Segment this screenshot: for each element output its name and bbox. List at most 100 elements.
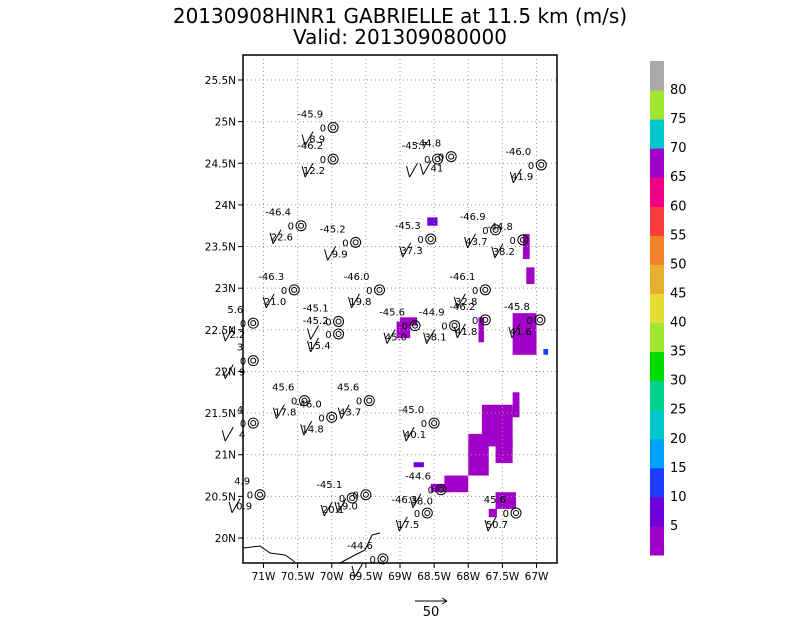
station-ring-outer (288, 284, 300, 296)
station-temp: 4 (237, 405, 243, 416)
station-temp: -45.7 (402, 141, 428, 152)
station-temp: -45.2 (303, 316, 329, 327)
x-tick-label: 67W (525, 571, 549, 583)
station-plot: 4.9 00.9 (228, 477, 266, 513)
colorbar-swatch (650, 61, 664, 91)
wind-barb (511, 323, 521, 339)
y-tick-label: 23N (215, 283, 236, 295)
station-temp: -45.0 (398, 405, 424, 416)
shaded-cell (430, 483, 452, 493)
wind-barb (426, 329, 436, 344)
station-ring-outer (428, 417, 440, 429)
station-zero: 0 (339, 494, 345, 505)
wind-barb (398, 516, 408, 532)
wind-barb (304, 131, 314, 146)
station-zero: 0 (527, 316, 533, 327)
station-zero: 0 (366, 286, 372, 297)
station-ring-inner (250, 357, 257, 364)
wind-barb-flag (307, 340, 312, 353)
station-ring-outer (425, 233, 437, 245)
colorbar-label: 10 (670, 490, 687, 505)
wind-barb (310, 337, 319, 353)
shaded-cell (478, 317, 484, 343)
station-temp: -46.3 (258, 272, 284, 283)
station-plot: -44.9 038.1 (419, 308, 461, 344)
station-ring-outer (247, 317, 259, 329)
colorbar-label: 65 (670, 170, 687, 185)
colorbar-label: 60 (670, 199, 687, 214)
station-ring-inner (427, 236, 434, 243)
wind-barb-flag (453, 326, 458, 338)
station-plot: -46.0 019.8 (344, 272, 386, 309)
wind-barb-flag (419, 163, 424, 175)
station-plot: 45.6 043.7 (337, 383, 375, 419)
wind-barb (354, 562, 364, 578)
station-ring-inner (448, 153, 455, 160)
station-value: 2.2 (229, 330, 245, 341)
wind-barb (224, 326, 234, 342)
wind-barb-flag (423, 332, 428, 344)
station-temp: -45.1 (303, 303, 329, 314)
station-zero: 0 (352, 491, 358, 502)
station-temp: -46.2 (449, 302, 475, 313)
station-value: 41.6 (510, 327, 532, 338)
station-plot: -45.3 037.3 (395, 221, 437, 258)
station-ring-inner (301, 397, 308, 404)
station-ring-inner (362, 491, 369, 498)
station-ring-inner (379, 555, 386, 562)
wind-barb (422, 160, 432, 175)
x-tick-label: 70W (320, 571, 344, 583)
station-ring-outer (479, 284, 491, 296)
y-tick-label: 24.5N (205, 158, 236, 170)
station-zero: 0 (472, 316, 478, 327)
wind-barb (402, 242, 412, 258)
wind-barb (265, 293, 275, 309)
station-zero: 0 (320, 123, 326, 134)
station-zero: 0 (438, 153, 444, 164)
x-tick-label: 69.5W (349, 571, 383, 583)
station-value: 4 (239, 430, 245, 441)
station-value: 9 (239, 368, 245, 379)
station-zero: 0 (370, 555, 376, 566)
wind-barb-flag (307, 328, 312, 340)
colorbar-swatch (650, 206, 664, 236)
shaded-cell (427, 217, 438, 226)
station-plot: -44.8 041 (415, 139, 457, 175)
station-value: 14.8 (301, 424, 323, 435)
wind-barb-flag (228, 501, 233, 513)
station-value: 22.6 (271, 233, 293, 244)
y-tick-label: 20.5N (205, 491, 236, 503)
station-temp: -45.6 (379, 308, 405, 319)
station-value: 43.7 (465, 237, 487, 248)
wind-barb (323, 501, 333, 517)
wind-barb (512, 168, 522, 184)
station-ring-outer (360, 489, 372, 501)
station-ring-outer (346, 492, 358, 504)
shaded-cell (543, 348, 549, 355)
station-zero: 0 (417, 235, 423, 246)
colorbar-label: 50 (670, 257, 687, 272)
colorbar-label: 80 (670, 83, 687, 98)
shaded-cell (413, 462, 424, 468)
station-temp: -44.8 (487, 222, 513, 233)
shaded-cell (522, 234, 530, 260)
station-zero: 0 (482, 226, 488, 237)
shaded-cell (526, 267, 535, 285)
station-plot: -45.2 09.9 (320, 224, 362, 261)
wind-barb-flag (399, 245, 404, 258)
station-value: 45.0 (385, 333, 407, 344)
wind-barb (467, 233, 476, 249)
x-tick-label: 67.5W (486, 571, 520, 583)
colorbar-swatch (650, 467, 664, 498)
station-ring-inner (298, 222, 305, 229)
wind-barb (224, 364, 234, 379)
wind-barb-flag (262, 296, 267, 308)
station-zero: 0 (509, 236, 515, 247)
colorbar-swatch (650, 148, 664, 178)
station-temp: -46.2 (297, 141, 323, 152)
chart-subtitle: Valid: 201309080000 (293, 25, 507, 49)
station-zero: 0 (318, 413, 324, 424)
colorbar-swatch (650, 380, 664, 411)
wind-barb-flag (221, 330, 226, 342)
